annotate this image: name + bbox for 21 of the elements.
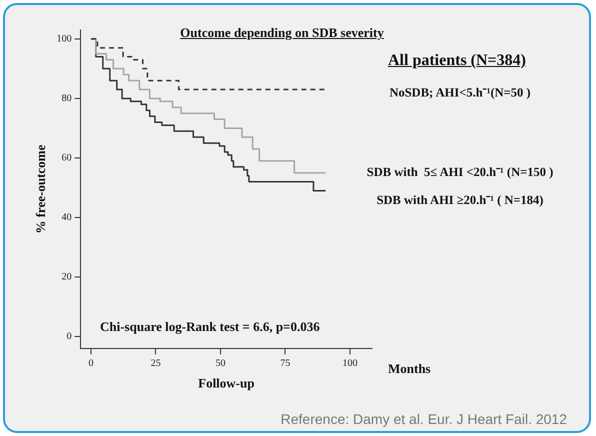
text: Months xyxy=(388,361,431,376)
y-tick-label: 40 xyxy=(62,212,72,224)
y-axis-title: % free-outcome xyxy=(33,144,48,234)
x-tick-label: 0 xyxy=(88,358,94,370)
x-tick-label: 50 xyxy=(215,358,226,370)
text: NoSDB; AHI<5.h⁻¹(N=50 ) xyxy=(389,86,531,100)
annotation: Chi-square log-Rank test = 6.6, p=0.036 xyxy=(100,319,320,334)
text: SDB with AHI ≥20.h⁻¹ ( N=184) xyxy=(376,192,544,207)
x-tick-label: 25 xyxy=(150,358,161,370)
x-tick-label: 75 xyxy=(280,358,290,370)
x-tick-label: 100 xyxy=(342,358,358,370)
y-tick-label: 20 xyxy=(62,272,72,283)
y-tick-label: 0 xyxy=(66,331,72,342)
chart-title: Outcome depending on SDB severity xyxy=(180,25,384,41)
y-tick-label: 80 xyxy=(62,93,72,104)
text: Reference: Damy et al. Eur. J Heart Fail. 2012 xyxy=(280,411,568,427)
y-tick-label: 60 xyxy=(62,152,72,164)
y-tick-label: 100 xyxy=(56,34,72,45)
text: All patients (N=384) xyxy=(388,52,526,70)
x-axis-title: Follow-up xyxy=(198,376,254,391)
text: SDB with 5≤ AHI <20.h⁻¹ (N=150 ) xyxy=(366,165,554,180)
